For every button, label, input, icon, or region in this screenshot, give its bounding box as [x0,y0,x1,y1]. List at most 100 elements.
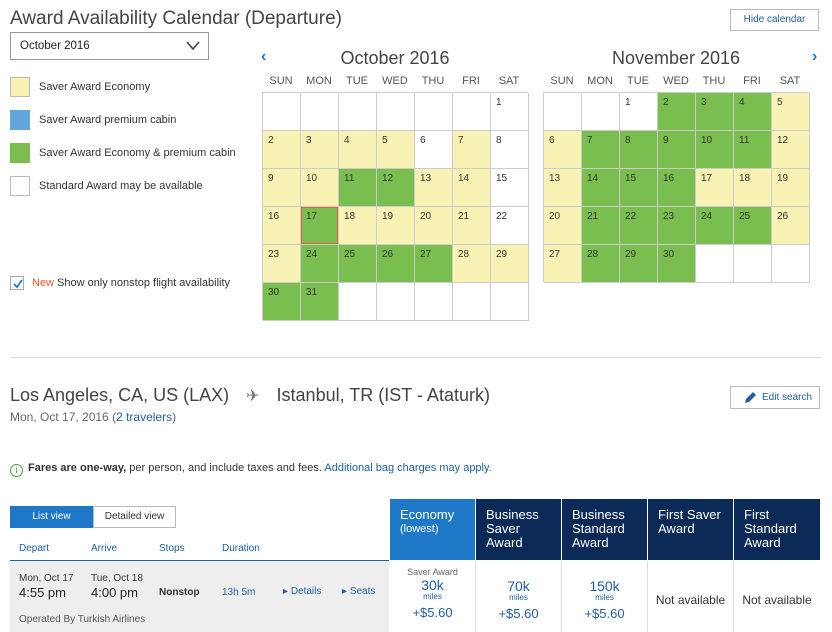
operated-by: Operated By Turkish Airlines [19,614,146,625]
calendar-day[interactable]: 27 [544,245,582,283]
calendar-day[interactable]: 25 [339,245,377,283]
calendar-day[interactable]: 19 [772,169,810,207]
calendar-day[interactable]: 10 [696,131,734,169]
arrive-time: 4:00 pm [91,585,138,600]
calendar-day[interactable]: 14 [453,169,491,207]
calendar-day[interactable]: 14 [582,169,620,207]
calendar-day[interactable]: 20 [544,207,582,245]
calendar-day[interactable]: 30 [658,245,696,283]
calendar-day[interactable]: 1 [620,93,658,131]
calendar-day[interactable]: 27 [415,245,453,283]
calendar-day[interactable]: 23 [658,207,696,245]
calendar-day[interactable]: 8 [620,131,658,169]
calendar-day[interactable]: 3 [696,93,734,131]
calendar-day[interactable]: 28 [453,245,491,283]
fare-business-saver[interactable]: 70k miles +$5.60 [476,561,562,632]
calendar-day[interactable]: 22 [620,207,658,245]
fare-business-standard[interactable]: 150k miles +$5.60 [562,561,648,632]
hide-calendar-button[interactable]: Hide calendar [730,9,819,31]
calendar-day[interactable]: 1 [491,93,529,131]
calendar-day[interactable]: 15 [491,169,529,207]
calendar-day[interactable]: 30 [263,283,301,321]
calendar-day[interactable]: 12 [772,131,810,169]
calendar-day[interactable]: 13 [544,169,582,207]
calendar-empty-cell [415,93,453,131]
calendar-day[interactable]: 16 [263,207,301,245]
calendar-day[interactable]: 4 [339,131,377,169]
calendar-day[interactable]: 20 [415,207,453,245]
calendar-day[interactable]: 28 [582,245,620,283]
calendar-day[interactable]: 22 [491,207,529,245]
calendar-day[interactable]: 9 [263,169,301,207]
calendar-day[interactable]: 10 [301,169,339,207]
calendar-day[interactable]: 2 [658,93,696,131]
calendar-day[interactable]: 6 [415,131,453,169]
fare-miles-label: miles [509,593,528,602]
calendar-day[interactable]: 18 [734,169,772,207]
calendar-day[interactable]: 26 [772,207,810,245]
fare-header-economy[interactable]: Economy (lowest) [390,499,475,560]
calendar-day[interactable]: 24 [301,245,339,283]
calendar-day[interactable]: 25 [734,207,772,245]
fare-header-first-standard[interactable]: First Standard Award [734,499,820,560]
tab-list-view[interactable]: List view [10,506,93,528]
calendar-day[interactable]: 5 [377,131,415,169]
calendar-day[interactable]: 7 [453,131,491,169]
tab-detailed-view[interactable]: Detailed view [93,506,176,528]
fare-header-business-standard[interactable]: Business Standard Award [562,499,647,560]
calendar-day[interactable]: 12 [377,169,415,207]
bag-charges-link[interactable]: Additional bag charges may apply. [324,462,492,474]
calendar-day[interactable]: 18 [339,207,377,245]
calendar-day[interactable]: 21 [453,207,491,245]
calendar-day[interactable]: 29 [491,245,529,283]
calendar-empty-cell [415,283,453,321]
fare-miles-label: miles [423,592,442,601]
calendar-day[interactable]: 16 [658,169,696,207]
month-select[interactable]: October 2016 [10,32,209,60]
fare-header-line: (lowest) [400,523,439,535]
calendar-day[interactable]: 15 [620,169,658,207]
calendar-day[interactable]: 23 [263,245,301,283]
next-month-arrow-icon[interactable]: › [812,48,818,65]
fare-first-standard: Not available [734,561,820,632]
calendar-empty-cell [339,93,377,131]
calendar-day[interactable]: 26 [377,245,415,283]
fare-header-business-saver[interactable]: Business Saver Award [476,499,561,560]
calendar-day[interactable]: 13 [415,169,453,207]
calendar-day[interactable]: 17 [301,207,339,245]
nonstop-checkbox[interactable] [10,276,24,290]
details-link[interactable]: ▸ Details [283,586,321,597]
calendar-day[interactable]: 2 [263,131,301,169]
fare-header-line: Standard [744,521,797,536]
calendar-day[interactable]: 29 [620,245,658,283]
calendar-day[interactable]: 9 [658,131,696,169]
calendar-day[interactable]: 31 [301,283,339,321]
calendar-day[interactable]: 7 [582,131,620,169]
calendar-day[interactable]: 4 [734,93,772,131]
caret-right-icon: ▸ [342,586,348,597]
weekday-label: MON [306,75,332,87]
calendar-day[interactable]: 11 [734,131,772,169]
calendar-day[interactable]: 3 [301,131,339,169]
calendar-day[interactable]: 11 [339,169,377,207]
calendar-day[interactable]: 8 [491,131,529,169]
destination: Istanbul, TR (IST - Ataturk) [276,385,490,405]
edit-search-button[interactable]: Edit search [730,386,820,409]
calendar-day[interactable]: 17 [696,169,734,207]
calendar-day[interactable]: 5 [772,93,810,131]
fare-header-line: Award [572,535,609,550]
fare-header-first-saver[interactable]: First Saver Award [648,499,733,560]
prev-month-arrow-icon[interactable]: ‹ [261,48,267,65]
calendar-day[interactable]: 21 [582,207,620,245]
legend-item-saver-economy: Saver Award Economy [10,77,250,99]
travelers-link[interactable]: 2 travelers [116,410,173,424]
column-stops: Stops [159,543,185,554]
new-badge: New [32,277,55,289]
fare-economy[interactable]: Saver Award 30k miles +$5.60 [390,561,476,632]
calendar-day[interactable]: 19 [377,207,415,245]
calendar-day[interactable]: 6 [544,131,582,169]
calendar-empty-cell [263,93,301,131]
seats-link[interactable]: ▸ Seats [342,586,375,597]
fare-header-line: Saver [486,521,520,536]
calendar-day[interactable]: 24 [696,207,734,245]
